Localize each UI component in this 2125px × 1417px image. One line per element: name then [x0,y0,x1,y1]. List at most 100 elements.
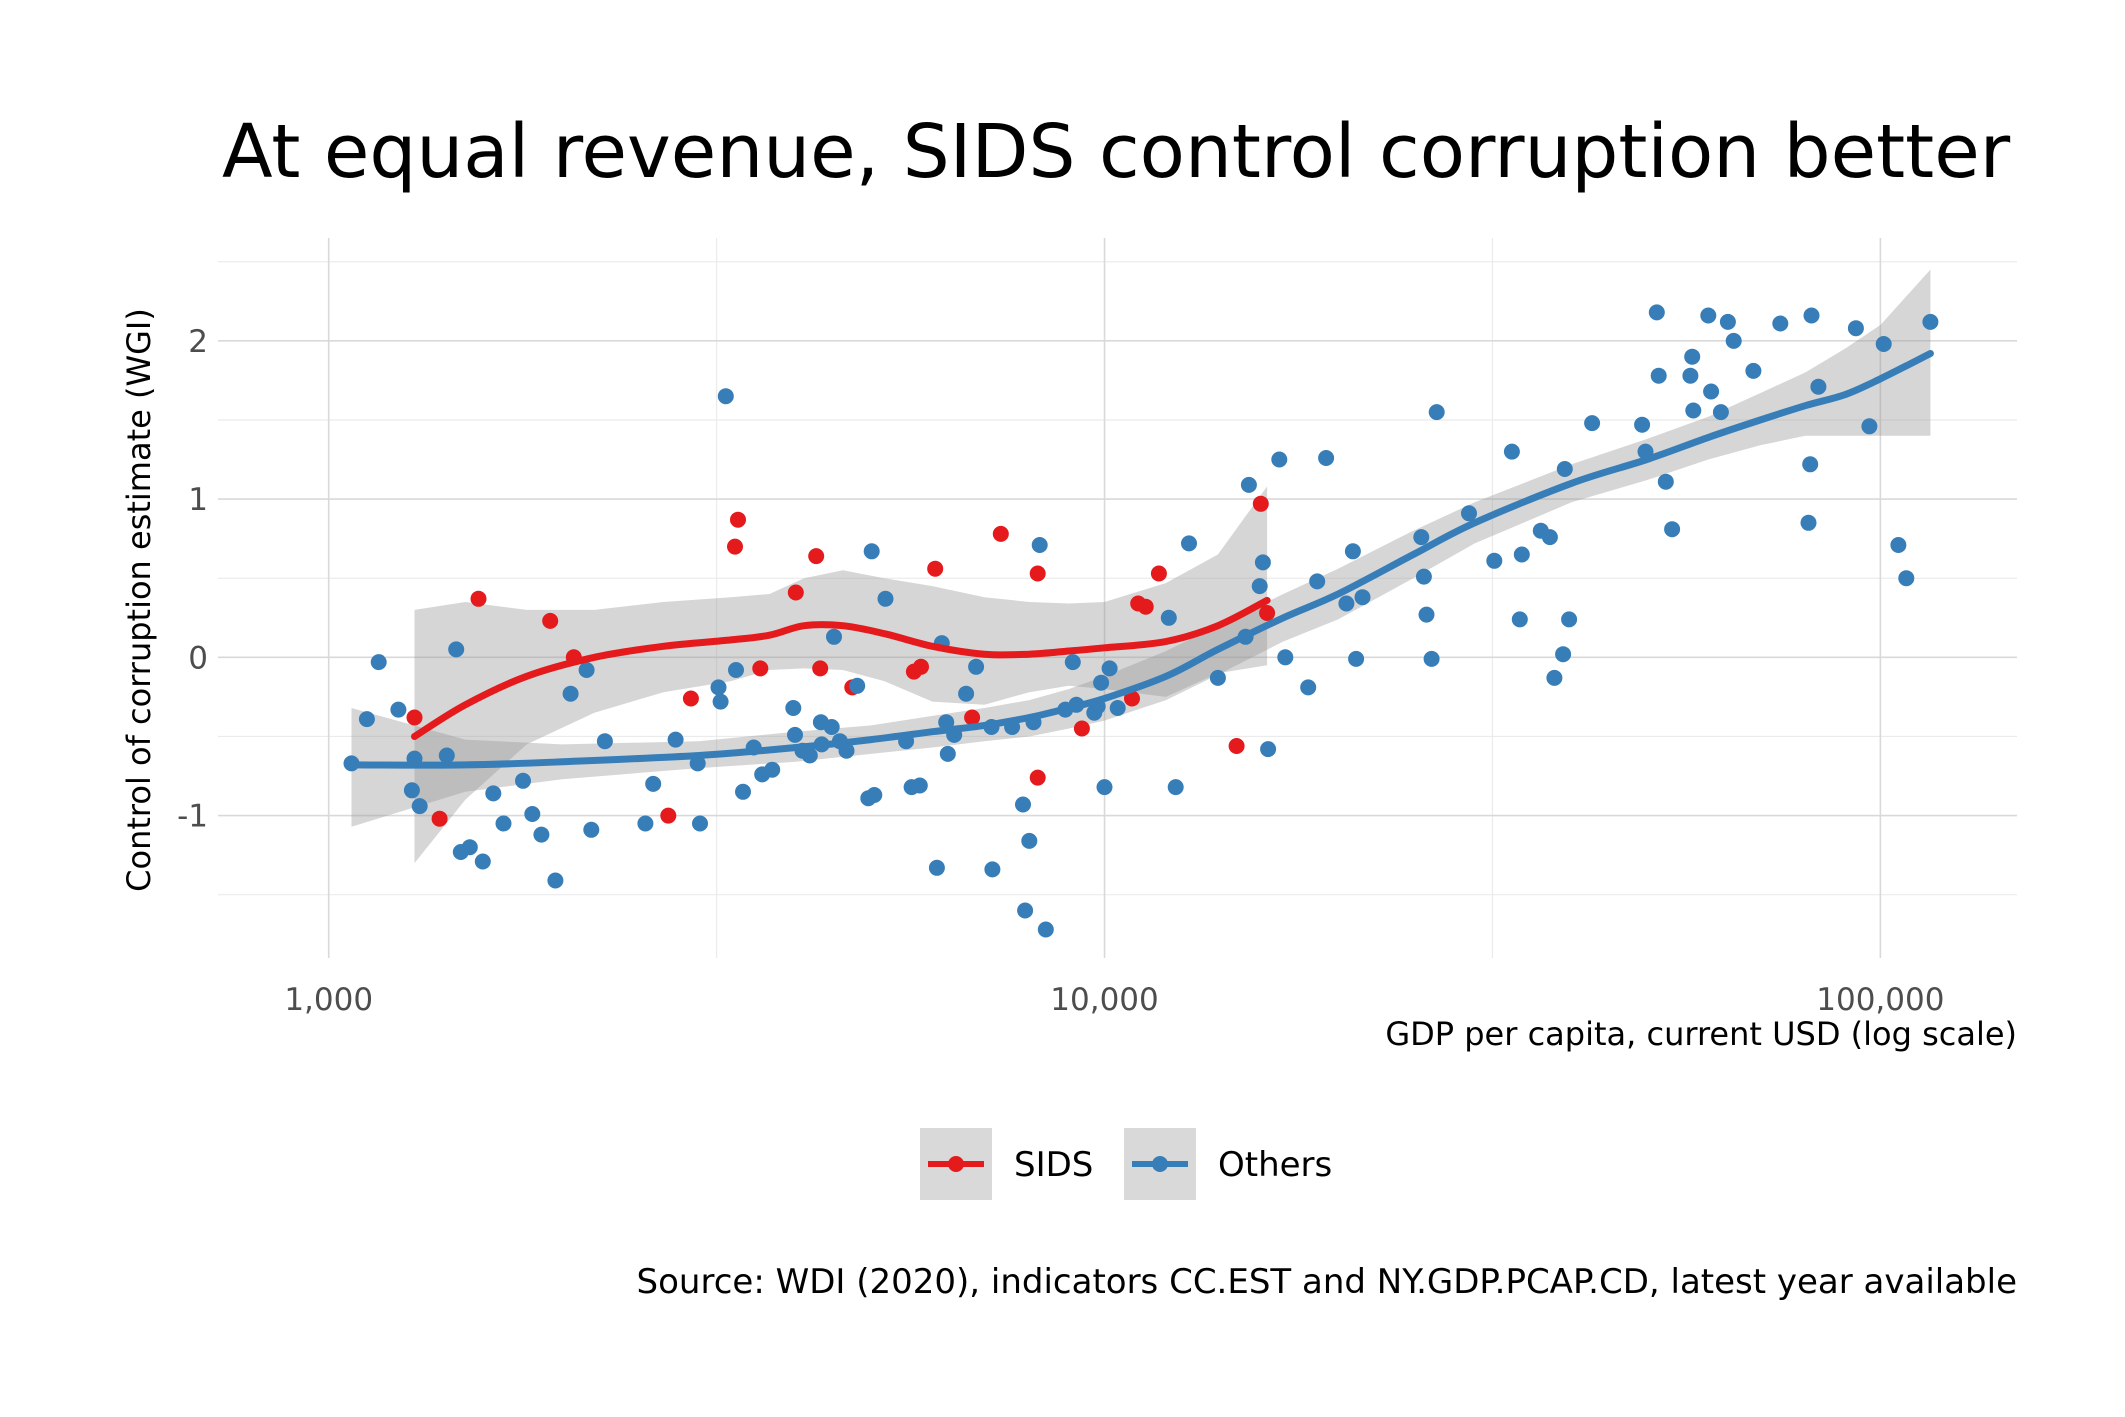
point-others [1511,611,1528,628]
point-others [1309,573,1326,590]
point-others [1703,383,1720,400]
point-others [1344,543,1361,560]
point-others [689,755,706,772]
point-others [1541,529,1558,546]
point-others [438,747,455,764]
y-tick-labels: -1 0 1 2 [177,324,208,835]
point-others [1271,451,1288,468]
x-tick-label: 100,000 [1816,982,1944,1018]
point-others [1664,521,1681,538]
point-others [801,747,818,764]
point-others [645,775,662,792]
point-sids [542,612,559,629]
point-sids [927,560,944,577]
point-others [866,787,883,803]
point-others [1584,415,1601,432]
point-sids [431,810,448,827]
point-others [495,815,512,832]
point-sids [812,660,829,677]
point-others [1513,546,1530,563]
point-others [849,677,866,694]
point-others [1415,568,1432,585]
point-others [1181,535,1197,552]
point-sids [1073,720,1090,737]
point-others [596,733,613,750]
point-others [823,719,840,735]
point-others [370,654,387,671]
point-others [1428,404,1445,421]
point-others [968,658,985,675]
point-sids [1137,598,1154,615]
point-others [1064,654,1081,671]
point-others [1015,796,1031,813]
point-others [877,590,894,607]
point-others [1847,320,1864,337]
point-others [1725,332,1742,349]
point-others [787,726,803,743]
point-others [1810,378,1827,395]
point-others [1772,315,1789,332]
smooth-line-others [348,350,1934,769]
point-others [1037,921,1054,938]
point-others [533,826,550,843]
x-tick-label: 10,000 [1050,982,1158,1018]
point-others [958,685,975,702]
y-axis-title: Control of corruption estimate (WGI) [120,308,158,892]
legend-label-sids: SIDS [1014,1145,1093,1185]
point-others [1167,779,1184,796]
point-sids [808,548,825,565]
point-others [1561,611,1578,628]
y-tick-label: 2 [188,324,208,360]
point-sids [1029,565,1046,582]
point-others [1017,902,1034,919]
point-others [403,782,420,799]
y-tick-label: 1 [188,482,208,518]
point-others [712,693,729,710]
point-sids [1252,495,1269,512]
point-others [1685,402,1702,419]
point-others [1418,606,1435,623]
chart-caption: Source: WDI (2020), indicators CC.EST an… [637,1262,2017,1302]
point-others [1300,679,1317,696]
point-others [1413,529,1430,546]
plot-grid [218,238,2017,958]
point-others [1745,362,1762,379]
point-others [1503,443,1520,460]
point-others [1101,660,1118,677]
point-sids [682,690,699,707]
point-sids [1029,769,1046,786]
point-others [667,731,684,748]
point-sids [1259,605,1276,621]
point-others [928,859,945,876]
y-tick-label: 0 [188,640,208,676]
point-sids [730,511,746,528]
point-others [1254,554,1271,571]
point-others [717,388,734,405]
point-others [939,745,956,762]
x-axis-title: GDP per capita, current USD (log scale) [1385,1015,2017,1053]
point-others [1719,313,1736,330]
point-others [1700,307,1717,324]
legend: SIDS Others [920,1128,1332,1200]
point-others [461,839,478,856]
point-others [515,772,531,789]
point-others [1160,609,1177,626]
smooth-line-sids [411,596,1271,740]
point-others [411,798,428,815]
point-others [1712,404,1729,421]
point-others [448,641,465,658]
point-sids [1228,738,1245,754]
point-others [1546,669,1563,686]
point-others [1875,336,1892,352]
point-others [1348,650,1365,667]
legend-point-sids [948,1156,964,1172]
x-tick-label: 1,000 [284,982,373,1018]
point-sids [992,525,1009,542]
point-others [1555,646,1572,663]
point-sids [964,709,981,726]
point-others [474,853,491,870]
point-others [1634,416,1651,433]
point-others [1277,649,1294,666]
point-others [1861,418,1878,435]
